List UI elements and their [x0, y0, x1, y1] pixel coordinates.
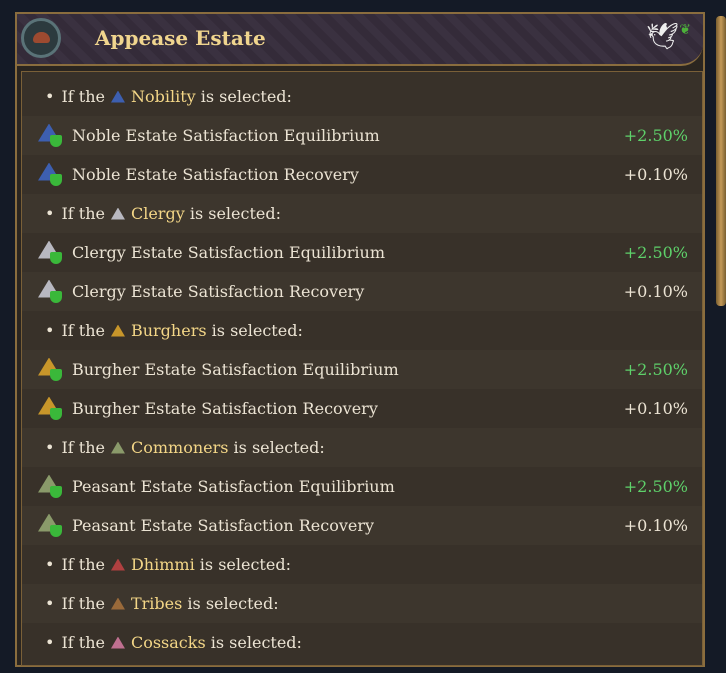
window-title: Appease Estate: [95, 26, 266, 50]
estate-name[interactable]: Tribes: [130, 594, 183, 613]
cap-icon: [21, 18, 61, 58]
condition-suffix: is selected:: [211, 321, 303, 340]
condition-suffix: is selected:: [187, 594, 279, 613]
modifier-label[interactable]: Peasant Estate Satisfaction Equilibrium: [72, 477, 395, 496]
condition-suffix: is selected:: [210, 633, 302, 652]
bullet: •: [45, 555, 55, 574]
estate-satisfaction-icon: [38, 473, 66, 501]
estate-satisfaction-icon: [38, 239, 66, 267]
modifier-value: +0.10%: [623, 516, 688, 535]
estate-condition-row: • If the Cossacks is selected:: [22, 623, 702, 662]
modifier-label[interactable]: Clergy Estate Satisfaction Recovery: [72, 282, 365, 301]
condition-prefix: If the: [61, 204, 105, 223]
effects-list: • If the Nobility is selected: Noble Estate…: [21, 71, 703, 666]
estate-name[interactable]: Commoners: [130, 438, 229, 457]
estate-icon: [110, 636, 125, 649]
modifier-row: Peasant Estate Satisfaction Equilibrium +…: [22, 467, 702, 506]
condition-prefix: If the: [61, 438, 105, 457]
modifier-value: +2.50%: [623, 360, 688, 379]
bullet: •: [45, 321, 55, 340]
modifier-row: Noble Estate Satisfaction Recovery +0.10%: [22, 155, 702, 194]
scrollbar[interactable]: [716, 16, 726, 306]
modifier-value: +2.50%: [623, 126, 688, 145]
condition-prefix: If the: [61, 594, 105, 613]
window-header: Appease Estate 🕊 ❦: [17, 14, 703, 66]
modifier-row: Clergy Estate Satisfaction Recovery +0.10…: [22, 272, 702, 311]
condition-prefix: If the: [61, 633, 105, 652]
modifier-value: +0.10%: [623, 282, 688, 301]
estate-satisfaction-icon: [38, 122, 66, 150]
bullet: •: [45, 438, 55, 457]
estate-satisfaction-icon: [38, 356, 66, 384]
modifier-row: Burgher Estate Satisfaction Recovery +0.1…: [22, 389, 702, 428]
estate-name[interactable]: Cossacks: [130, 633, 206, 652]
modifier-label[interactable]: Burgher Estate Satisfaction Recovery: [72, 399, 378, 418]
modifier-value: +0.10%: [623, 399, 688, 418]
bullet: •: [45, 633, 55, 652]
bullet: •: [45, 204, 55, 223]
estate-condition-row: • If the Tribes is selected:: [22, 584, 702, 623]
estate-condition-row: • If the Clergy is selected:: [22, 194, 702, 233]
modifier-value: +0.10%: [623, 165, 688, 184]
estate-condition-row: • If the Dhimmi is selected:: [22, 545, 702, 584]
estate-icon: [110, 207, 125, 220]
dove-icon: 🕊 ❦: [645, 22, 691, 52]
estate-name[interactable]: Dhimmi: [130, 555, 195, 574]
modifier-row: Clergy Estate Satisfaction Equilibrium +2…: [22, 233, 702, 272]
estate-icon: [110, 558, 125, 571]
estate-name[interactable]: Burghers: [130, 321, 207, 340]
estate-icon: [110, 441, 125, 454]
estate-satisfaction-icon: [38, 512, 66, 540]
estate-icon: [110, 90, 125, 103]
bullet: •: [45, 594, 55, 613]
condition-prefix: If the: [61, 555, 105, 574]
condition-prefix: If the: [61, 321, 105, 340]
estate-icon: [110, 597, 125, 610]
modifier-value: +2.50%: [623, 243, 688, 262]
condition-suffix: is selected:: [233, 438, 325, 457]
bullet: •: [45, 87, 55, 106]
estate-condition-row: • If the Burghers is selected:: [22, 311, 702, 350]
condition-prefix: If the: [61, 87, 105, 106]
modifier-label[interactable]: Burgher Estate Satisfaction Equilibrium: [72, 360, 399, 379]
condition-suffix: is selected:: [199, 555, 291, 574]
estate-condition-row: • If the Commoners is selected:: [22, 428, 702, 467]
modifier-label[interactable]: Noble Estate Satisfaction Recovery: [72, 165, 359, 184]
estate-condition-row: • If the Nobility is selected:: [22, 77, 702, 116]
modifier-value: +2.50%: [623, 477, 688, 496]
estate-satisfaction-icon: [38, 161, 66, 189]
modifier-row: Noble Estate Satisfaction Equilibrium +2.…: [22, 116, 702, 155]
appease-estate-window: Appease Estate 🕊 ❦ • If the Nobility is sel…: [15, 12, 705, 667]
modifier-label[interactable]: Noble Estate Satisfaction Equilibrium: [72, 126, 380, 145]
estate-icon: [110, 324, 125, 337]
condition-suffix: is selected:: [189, 204, 281, 223]
modifier-label[interactable]: Clergy Estate Satisfaction Equilibrium: [72, 243, 385, 262]
modifier-row: Burgher Estate Satisfaction Equilibrium +…: [22, 350, 702, 389]
estate-name[interactable]: Nobility: [130, 87, 196, 106]
condition-suffix: is selected:: [200, 87, 292, 106]
modifier-row: Peasant Estate Satisfaction Recovery +0.1…: [22, 506, 702, 545]
estate-satisfaction-icon: [38, 395, 66, 423]
estate-name[interactable]: Clergy: [130, 204, 185, 223]
estate-satisfaction-icon: [38, 278, 66, 306]
modifier-label[interactable]: Peasant Estate Satisfaction Recovery: [72, 516, 375, 535]
